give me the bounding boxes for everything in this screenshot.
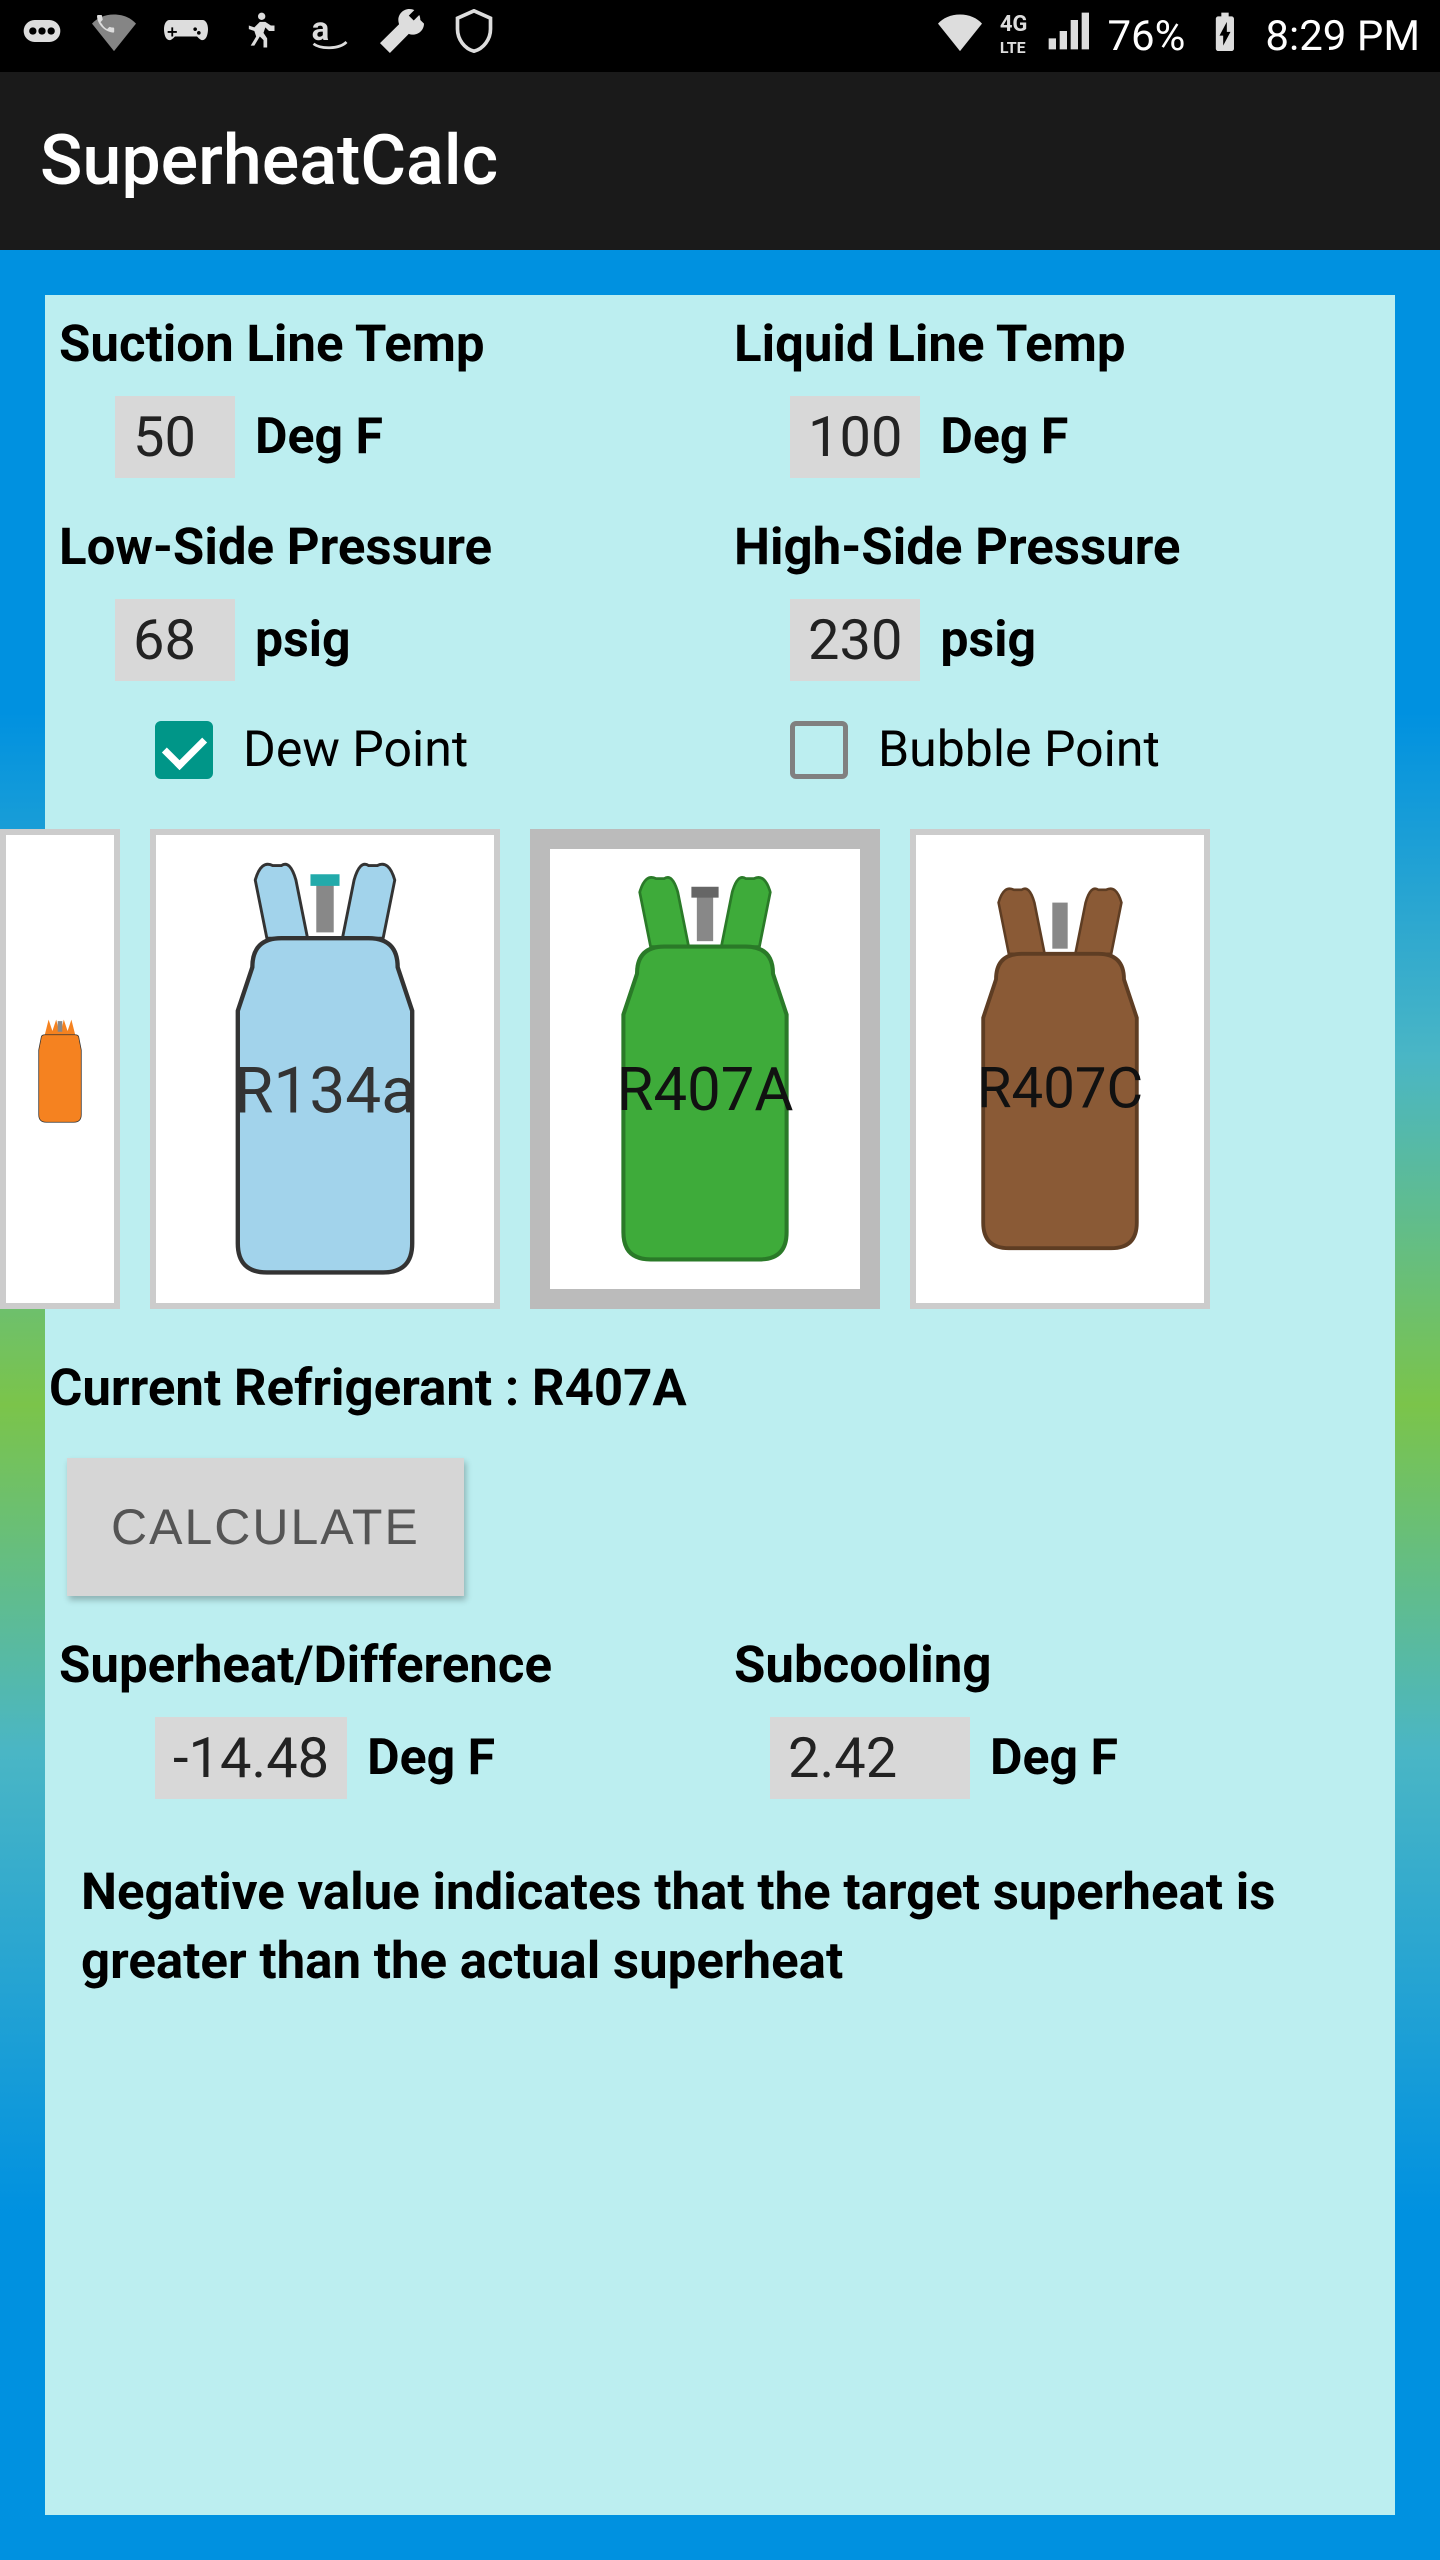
app-title: SuperheatCalc	[40, 120, 498, 202]
refrigerant-carousel[interactable]: R134a R407A R407C	[0, 829, 1440, 1309]
status-bar: a 4GLTE 76% 8:29 PM	[0, 0, 1440, 72]
refrigerant-item[interactable]: R407C	[910, 829, 1210, 1309]
bubble-point-checkbox[interactable]	[790, 721, 848, 779]
amazon-icon: a	[308, 9, 352, 63]
refrigerant-item-selected[interactable]: R407A	[530, 829, 880, 1309]
bubble-point-label: Bubble Point	[878, 721, 1160, 779]
shield-icon	[452, 9, 496, 63]
dew-point-checkbox[interactable]	[155, 721, 213, 779]
svg-text:R134a: R134a	[234, 1054, 416, 1129]
high-pressure-label: High-Side Pressure	[730, 518, 1385, 577]
main-panel: Suction Line Temp 50 Deg F Liquid Line T…	[45, 295, 1395, 2515]
running-icon	[236, 9, 280, 63]
low-pressure-label: Low-Side Pressure	[55, 518, 710, 577]
signal-icon	[1045, 9, 1089, 63]
superheat-value: -14.48	[155, 1717, 347, 1799]
refrigerant-item[interactable]: R134a	[150, 829, 500, 1309]
refrigerant-item[interactable]	[0, 829, 120, 1309]
current-refrigerant-label: Current Refrigerant : R407A	[45, 1309, 1395, 1458]
battery-charging-icon	[1203, 9, 1247, 63]
suction-temp-unit: Deg F	[255, 408, 383, 466]
high-pressure-input[interactable]: 230	[790, 599, 920, 681]
app-bar: SuperheatCalc	[0, 72, 1440, 250]
svg-text:R407A: R407A	[617, 1054, 794, 1125]
gamepad-icon	[164, 9, 208, 63]
clock: 8:29 PM	[1265, 12, 1420, 61]
suction-temp-input[interactable]: 50	[115, 396, 235, 478]
suction-temp-label: Suction Line Temp	[55, 315, 710, 374]
calculate-button[interactable]: CALCULATE	[67, 1458, 464, 1596]
svg-text:R407C: R407C	[977, 1055, 1143, 1121]
superheat-unit: Deg F	[367, 1729, 495, 1787]
main-outer: Suction Line Temp 50 Deg F Liquid Line T…	[0, 250, 1440, 2560]
battery-level: 76%	[1107, 12, 1185, 61]
high-pressure-unit: psig	[940, 611, 1036, 669]
liquid-temp-unit: Deg F	[940, 408, 1068, 466]
subcooling-label: Subcooling	[730, 1636, 1385, 1695]
wifi-calling-icon	[92, 9, 136, 63]
low-pressure-input[interactable]: 68	[115, 599, 235, 681]
liquid-temp-label: Liquid Line Temp	[730, 315, 1385, 374]
subcooling-value: 2.42	[770, 1717, 970, 1799]
dew-point-label: Dew Point	[243, 721, 468, 779]
subcooling-unit: Deg F	[990, 1729, 1118, 1787]
liquid-temp-input[interactable]: 100	[790, 396, 920, 478]
result-note: Negative value indicates that the target…	[45, 1839, 1395, 1997]
lte-icon: 4GLTE	[1000, 14, 1028, 58]
wrench-icon	[380, 9, 424, 63]
wifi-icon	[938, 9, 982, 63]
more-icon	[20, 9, 64, 63]
low-pressure-unit: psig	[255, 611, 351, 669]
superheat-label: Superheat/Difference	[55, 1636, 710, 1695]
